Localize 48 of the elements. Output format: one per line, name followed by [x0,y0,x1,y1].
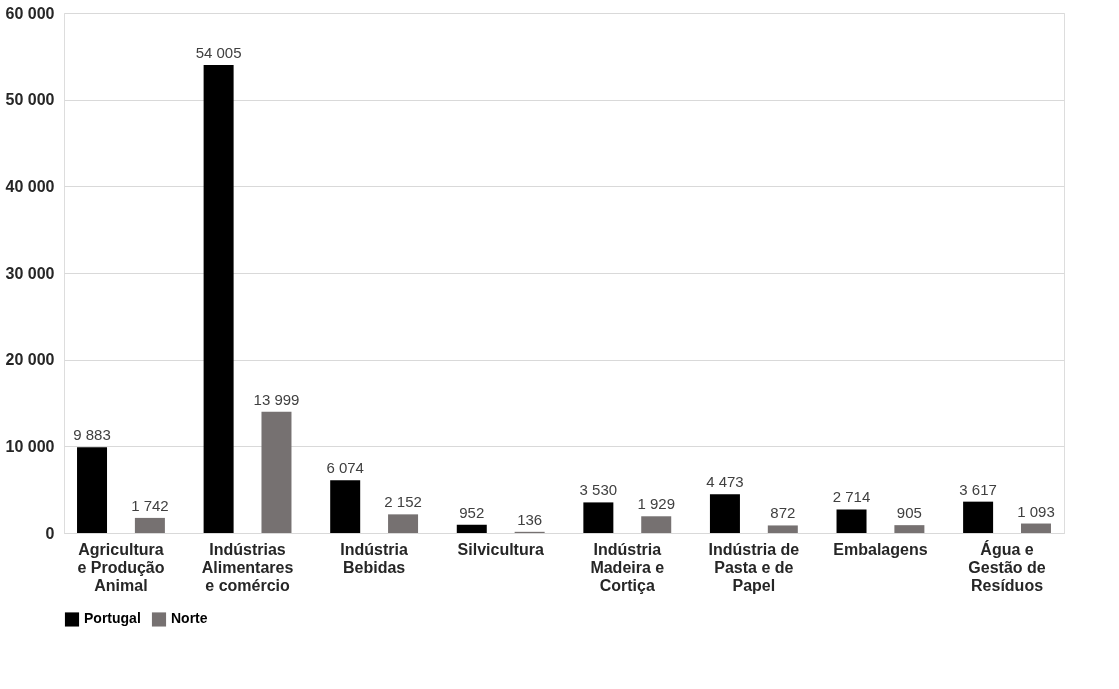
data-label: 2 714 [832,488,871,506]
bar [963,501,994,533]
data-label: 3 530 [579,481,618,499]
bar [894,525,925,533]
bar [641,516,672,533]
legend-label: Norte [171,610,208,627]
data-label: 1 093 [1017,502,1055,520]
data-label: 1 929 [637,495,675,513]
data-label: 54 005 [195,43,242,61]
x-tick-label: Agricultura e Produção Animal [77,540,165,594]
y-tick-label: 50 000 [5,91,55,109]
data-label: 1 742 [131,496,169,514]
data-label: 9 883 [73,426,111,444]
x-tick-label: Indústrias Alimentares e comércio [201,540,294,594]
y-tick-label: 40 000 [5,177,55,195]
x-tick-label: Água e Gestão de Resíduos [968,539,1046,594]
y-tick-label: 10 000 [5,437,55,455]
bar [456,524,487,533]
bar [767,525,798,533]
data-label: 4 473 [706,473,744,491]
bar [330,480,361,533]
data-label: 952 [459,503,485,521]
data-label: 872 [770,504,796,522]
data-label: 905 [896,504,922,522]
bar [77,447,108,533]
data-label: 136 [517,510,543,528]
y-tick-label: 30 000 [5,264,55,282]
x-tick-label: Indústria de Pasta e de Papel [708,540,800,594]
data-label: 2 152 [384,493,422,511]
y-tick-label: 0 [45,524,55,542]
x-tick-label: Embalagens [833,540,928,558]
y-tick-label: 60 000 [5,4,55,22]
bar [709,494,740,533]
data-label: 6 074 [326,459,364,477]
data-label: 3 617 [959,480,997,498]
x-tick-label: Indústria Madeira e Cortiça [590,540,665,594]
y-tick-label: 20 000 [5,351,55,369]
bar [836,509,867,533]
bar [1020,523,1051,533]
data-label: 13 999 [253,390,300,408]
x-tick-label: Silvicultura [457,540,544,558]
x-tick-label: Indústria Bebidas [340,540,409,576]
bar [583,502,614,533]
bar [261,411,292,533]
bar [134,517,165,533]
bar [203,64,234,533]
bar [388,514,419,533]
legend-label: Portugal [84,610,141,627]
